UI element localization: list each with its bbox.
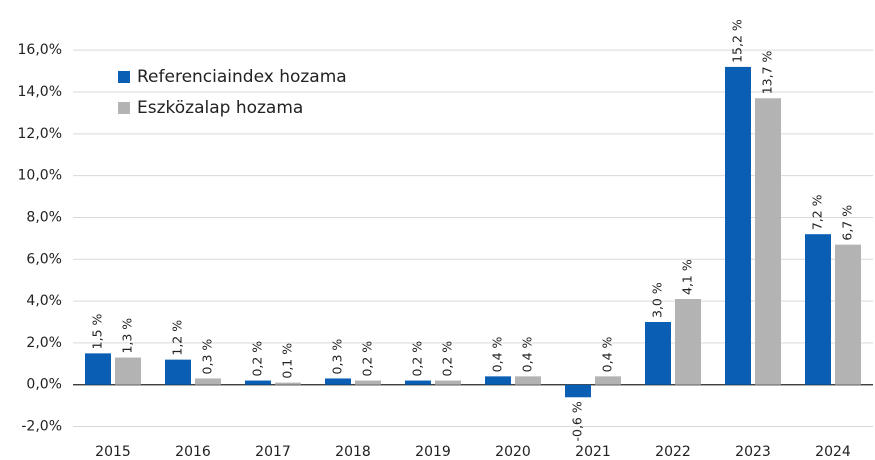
value-label: 0,2 % (360, 341, 375, 377)
x-tick-label: 2016 (175, 444, 211, 460)
bar (325, 378, 351, 385)
value-label: 0,4 % (490, 337, 505, 373)
value-label: 6,7 % (840, 205, 855, 241)
y-tick-label: 10,0% (18, 168, 62, 184)
bar (355, 380, 381, 385)
bar (245, 380, 271, 385)
bar (755, 98, 781, 385)
value-label: 0,4 % (600, 337, 615, 373)
bar (565, 384, 591, 398)
bar (485, 376, 511, 385)
bar (515, 376, 541, 385)
value-label: 0,4 % (520, 337, 535, 373)
value-label: 0,2 % (440, 341, 455, 377)
value-label: 13,7 % (760, 50, 775, 94)
y-tick-label: 2,0% (26, 335, 62, 351)
value-label: 0,2 % (410, 341, 425, 377)
y-tick-label: 6,0% (26, 251, 62, 267)
bar (725, 66, 751, 385)
x-tick-label: 2017 (255, 444, 291, 460)
value-label: 1,3 % (120, 318, 135, 354)
bar (435, 380, 461, 385)
bar (835, 244, 861, 385)
y-tick-label: 4,0% (26, 293, 62, 309)
y-tick-label: -2,0% (21, 419, 62, 435)
value-label: 1,2 % (170, 320, 185, 356)
bar (805, 234, 831, 385)
value-label: 4,1 % (680, 259, 695, 295)
bar (165, 359, 191, 385)
bar (195, 378, 221, 385)
value-label: 3,0 % (650, 282, 665, 318)
legend-swatch (118, 71, 130, 83)
y-tick-label: 12,0% (18, 126, 62, 142)
y-tick-label: 16,0% (18, 42, 62, 58)
x-tick-label: 2022 (655, 444, 691, 460)
x-tick-label: 2018 (335, 444, 371, 460)
x-tick-label: 2024 (815, 444, 851, 460)
bar (115, 357, 141, 385)
value-label: 1,5 % (90, 314, 105, 350)
value-label: 0,1 % (280, 343, 295, 379)
legend-label: Referenciaindex hozama (137, 67, 347, 87)
x-tick-label: 2021 (575, 444, 611, 460)
value-label: 0,3 % (330, 339, 345, 375)
bar (405, 380, 431, 385)
bar (595, 376, 621, 385)
bar (275, 382, 301, 385)
bar (645, 322, 671, 385)
y-tick-label: 14,0% (18, 84, 62, 100)
value-label: 0,2 % (250, 341, 265, 377)
value-label: 7,2 % (810, 194, 825, 230)
bar (675, 299, 701, 385)
y-tick-label: 8,0% (26, 209, 62, 225)
value-label: 0,3 % (200, 339, 215, 375)
bar (85, 353, 111, 385)
value-label: -0,6 % (570, 401, 585, 441)
x-tick-label: 2019 (415, 444, 451, 460)
x-tick-label: 2023 (735, 444, 771, 460)
value-label: 15,2 % (730, 19, 745, 63)
x-tick-label: 2020 (495, 444, 531, 460)
x-tick-label: 2015 (95, 444, 131, 460)
y-tick-label: 0,0% (26, 377, 62, 393)
legend-label: Eszközalap hozama (137, 98, 303, 118)
legend-swatch (118, 102, 130, 114)
